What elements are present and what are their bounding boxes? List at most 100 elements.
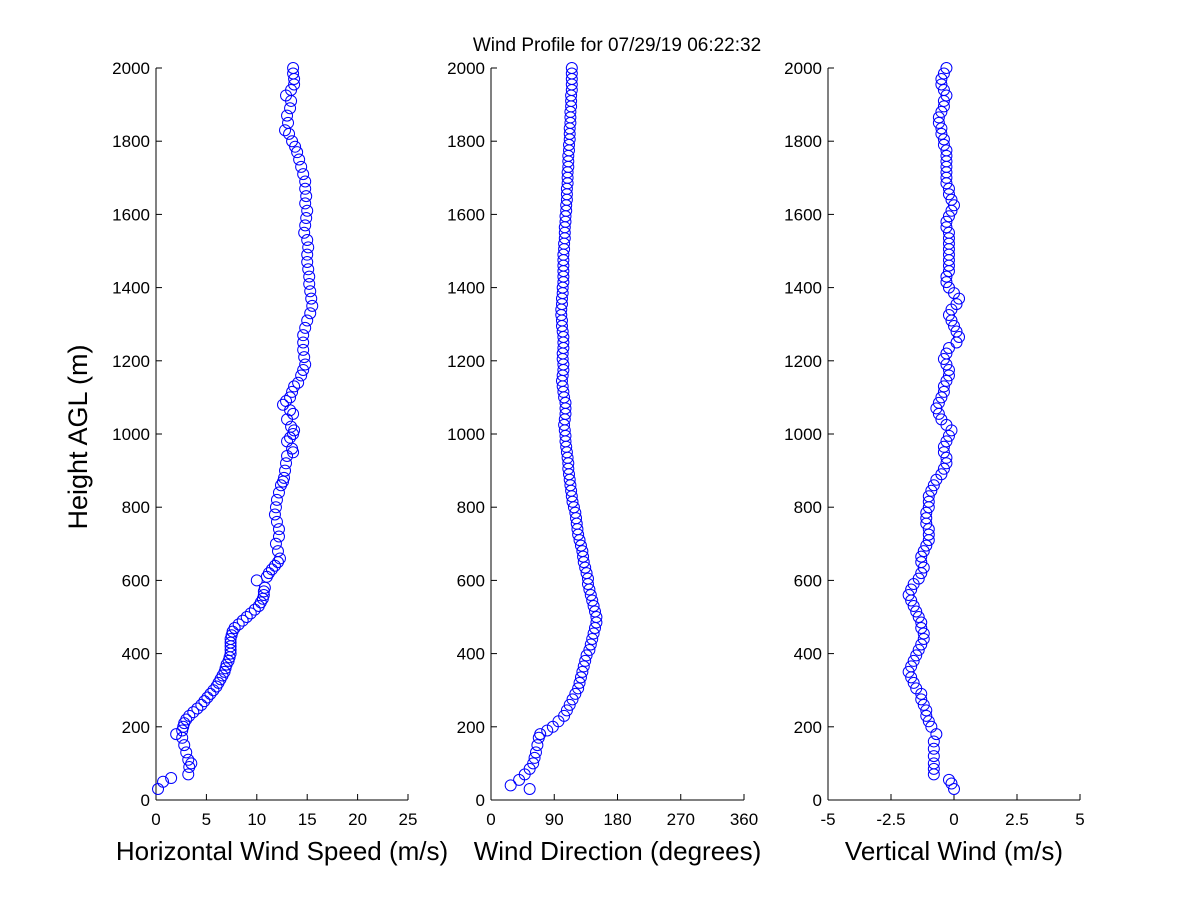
data-point-speed — [265, 563, 278, 576]
data-point-speed — [286, 385, 299, 398]
data-point-vertical — [915, 550, 928, 563]
data-point-vertical — [927, 757, 940, 770]
data-point-speed — [279, 464, 292, 477]
data-point-vertical — [940, 451, 953, 464]
series-direction — [504, 62, 603, 796]
data-point-direction — [528, 751, 541, 764]
panel-vertical: 0 200 400 600 800 1000 1200 1400 1600 1800 2000 -5 -… — [784, 59, 1085, 866]
panel-speed: 0 200 400 600 800 1000 1200 1400 1600 1800 2000 0 5 1… — [112, 59, 448, 866]
data-point-direction — [573, 676, 586, 689]
y-tick-label-vertical: 1600 — [784, 205, 822, 224]
data-point-vertical — [915, 556, 928, 569]
data-point-speed — [268, 508, 281, 521]
data-point-vertical — [942, 363, 955, 376]
data-point-vertical — [942, 309, 955, 322]
data-point-speed — [180, 713, 193, 726]
data-point-direction — [589, 605, 602, 618]
data-point-vertical — [937, 385, 950, 398]
data-point-vertical — [935, 72, 948, 85]
data-point-vertical — [902, 589, 915, 602]
data-point-speed — [178, 739, 191, 752]
y-tick-label-speed: 1400 — [112, 279, 150, 298]
y-tick-label-speed: 1200 — [112, 352, 150, 371]
data-point-vertical — [942, 182, 955, 195]
data-point-direction — [504, 779, 517, 792]
data-point-speed — [292, 376, 305, 389]
data-point-vertical — [940, 435, 953, 448]
data-point-vertical — [912, 611, 925, 623]
data-point-direction — [576, 545, 589, 558]
data-point-speed — [281, 435, 294, 448]
x-tick-label-direction: 270 — [667, 810, 695, 829]
data-point-vertical — [907, 600, 920, 613]
data-point-vertical — [917, 698, 930, 711]
data-point-speed — [301, 314, 314, 327]
data-point-speed — [291, 146, 304, 159]
data-point-speed — [303, 270, 316, 283]
x-tick-label-direction: 360 — [730, 810, 758, 829]
data-point-vertical — [935, 122, 948, 135]
data-point-speed — [289, 140, 302, 153]
data-point-vertical — [950, 325, 963, 338]
y-tick-label-speed: 200 — [122, 718, 150, 737]
data-point-vertical — [940, 89, 953, 102]
y-tick-label-speed: 1800 — [112, 132, 150, 151]
data-point-vertical — [922, 523, 935, 536]
data-point-speed — [270, 493, 283, 506]
data-point-speed — [285, 420, 298, 433]
data-point-speed — [302, 241, 315, 254]
data-point-vertical — [927, 742, 940, 755]
data-point-direction — [565, 62, 578, 74]
y-tick-label-direction: 1600 — [447, 205, 485, 224]
x-axis-label-vertical: Vertical Wind (m/s) — [845, 836, 1063, 866]
data-point-speed — [272, 486, 285, 499]
y-tick-label-vertical: 1400 — [784, 279, 822, 298]
figure-title: Wind Profile for 07/29/19 06:22:32 — [473, 35, 761, 56]
data-point-speed — [297, 168, 310, 181]
y-tick-label-direction: 2000 — [447, 59, 485, 78]
data-point-vertical — [922, 715, 935, 728]
x-tick-label-vertical: 5 — [1075, 810, 1084, 829]
data-point-direction — [579, 654, 592, 667]
data-point-speed — [204, 687, 217, 700]
series-speed — [152, 62, 319, 796]
data-point-vertical — [935, 413, 948, 426]
y-tick-label-speed: 0 — [141, 791, 150, 810]
y-tick-label-vertical: 2000 — [784, 59, 822, 78]
data-point-direction — [586, 632, 599, 645]
data-point-vertical — [915, 693, 928, 706]
data-point-direction — [565, 67, 578, 80]
data-point-vertical — [902, 665, 915, 678]
data-point-speed — [165, 772, 178, 785]
y-tick-label-direction: 1800 — [447, 132, 485, 151]
x-tick-label-vertical: -2.5 — [876, 810, 905, 829]
data-point-vertical — [932, 111, 945, 124]
data-point-vertical — [935, 127, 948, 140]
data-point-speed — [287, 62, 300, 74]
data-point-speed — [300, 212, 313, 225]
y-tick-label-direction: 1000 — [447, 425, 485, 444]
data-point-vertical — [907, 676, 920, 689]
data-point-direction — [580, 649, 593, 662]
data-point-vertical — [915, 638, 928, 651]
data-point-speed — [272, 530, 285, 543]
data-point-vertical — [922, 495, 935, 508]
data-point-speed — [286, 135, 299, 148]
data-point-speed — [287, 67, 300, 80]
data-point-direction — [534, 728, 547, 741]
data-point-vertical — [950, 298, 963, 311]
data-point-speed — [182, 753, 195, 766]
data-point-vertical — [920, 506, 933, 519]
data-point-vertical — [927, 735, 940, 748]
data-point-vertical — [940, 457, 953, 470]
data-point-speed — [284, 391, 297, 404]
data-point-vertical — [927, 479, 940, 492]
data-point-vertical — [940, 144, 953, 157]
data-point-vertical — [940, 149, 953, 162]
data-point-speed — [288, 380, 301, 393]
data-point-speed — [272, 523, 285, 536]
x-tick-label-vertical: 2.5 — [1005, 810, 1029, 829]
data-point-direction — [574, 671, 587, 684]
data-point-vertical — [925, 484, 938, 497]
